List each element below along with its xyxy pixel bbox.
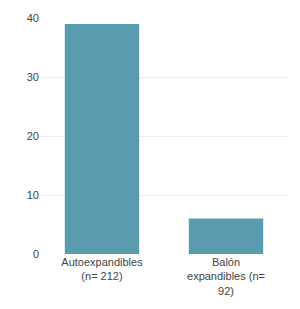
- svg-text:0: 0: [33, 248, 39, 260]
- svg-text:Autoexpandibles(n= 212): Autoexpandibles(n= 212): [61, 256, 143, 282]
- svg-text:40: 40: [27, 12, 39, 24]
- svg-text:10: 10: [27, 189, 39, 201]
- svg-text:20: 20: [27, 130, 39, 142]
- svg-text:30: 30: [27, 71, 39, 83]
- svg-text:Balónexpandibles (n=92): Balónexpandibles (n=92): [187, 256, 265, 297]
